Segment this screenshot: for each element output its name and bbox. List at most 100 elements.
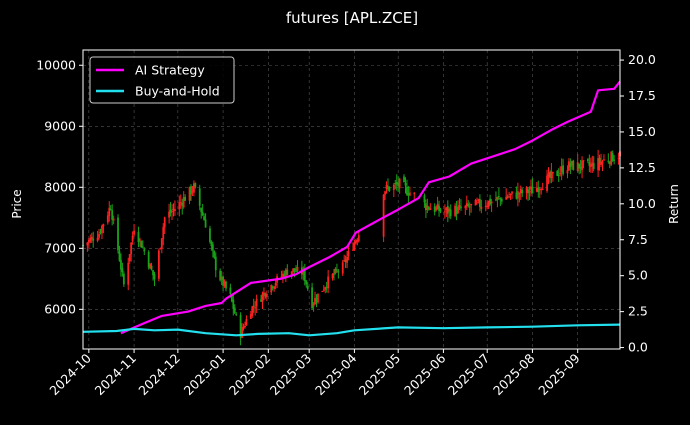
price-candle-body xyxy=(489,198,492,205)
price-candle-body xyxy=(546,175,548,191)
price-candle-body xyxy=(233,307,236,314)
price-candle-body xyxy=(600,161,602,166)
price-candle-body xyxy=(159,248,162,250)
price-candle-body xyxy=(388,186,391,191)
price-candle-body xyxy=(172,208,175,210)
price-candle-body xyxy=(211,244,214,251)
price-candle-body xyxy=(273,286,276,289)
price-candles xyxy=(82,142,621,346)
price-candle-body xyxy=(235,313,238,315)
price-candle-body xyxy=(337,271,340,273)
price-candle-body xyxy=(617,157,620,159)
price-candle-body xyxy=(486,205,489,208)
price-candle-body xyxy=(436,204,439,210)
price-candle-body xyxy=(245,318,248,326)
price-candle-body xyxy=(98,233,100,238)
price-candle-body xyxy=(521,190,524,194)
y-tick-label: 9000 xyxy=(44,118,76,133)
price-candle-body xyxy=(495,199,497,201)
price-candle-body xyxy=(531,186,534,194)
price-candle-body xyxy=(108,207,111,216)
y2-tick-label: 0.0 xyxy=(628,340,648,355)
price-candle-body xyxy=(592,163,595,169)
price-candle-body xyxy=(193,183,195,193)
price-candle-body xyxy=(203,216,206,221)
price-candle-body xyxy=(271,286,274,289)
price-candle-body xyxy=(511,191,513,194)
price-candle-body xyxy=(201,211,204,216)
price-candle-body xyxy=(102,224,105,227)
price-candle-body xyxy=(182,197,185,208)
price-candle-body xyxy=(314,297,316,305)
price-candle-body xyxy=(588,162,591,166)
price-candle-body xyxy=(518,193,521,195)
price-candle-body xyxy=(147,251,150,268)
price-candle-body xyxy=(89,238,92,242)
price-candle-body xyxy=(566,170,569,174)
price-candle-body xyxy=(325,287,328,289)
price-candle-body xyxy=(460,206,462,209)
price-candle-body xyxy=(305,280,308,285)
price-candle-body xyxy=(586,159,589,162)
price-candle-body xyxy=(392,184,395,191)
price-candle-body xyxy=(241,327,243,338)
price-candle-body xyxy=(455,206,458,214)
price-candle-body xyxy=(160,238,163,249)
y2-tick-label: 10.0 xyxy=(628,196,656,211)
price-candle-body xyxy=(354,240,357,244)
price-candle-body xyxy=(225,281,227,289)
price-candle-body xyxy=(121,268,124,272)
price-candle-body xyxy=(331,274,334,279)
price-candle-body xyxy=(296,266,299,271)
price-candle-body xyxy=(601,161,604,164)
price-candle-body xyxy=(210,241,213,247)
price-candle-body xyxy=(252,305,255,307)
price-candle-body xyxy=(334,268,337,274)
price-candle-body xyxy=(454,205,457,216)
price-candle-body xyxy=(578,163,581,169)
price-candle-body xyxy=(551,172,554,174)
price-candle-body xyxy=(282,273,284,277)
price-candle-body xyxy=(560,166,563,172)
price-candle-body xyxy=(569,163,572,167)
price-candle-body xyxy=(497,196,500,198)
price-candle-body xyxy=(445,207,448,211)
price-candle-body xyxy=(394,183,397,185)
return-lines xyxy=(82,80,621,337)
price-candle-body xyxy=(479,199,481,207)
price-candle-body xyxy=(589,164,592,167)
price-candle-body xyxy=(174,209,176,212)
price-candle-body xyxy=(229,287,232,294)
price-candle-body xyxy=(111,210,114,220)
price-candle-body xyxy=(219,270,222,281)
price-candle-body xyxy=(120,259,122,270)
price-candle-body xyxy=(439,209,442,212)
price-candle-body xyxy=(112,218,115,221)
price-candle-body xyxy=(598,157,601,164)
price-candle-body xyxy=(86,242,89,246)
price-candle-body xyxy=(141,246,144,248)
y2-tick-label: 2.5 xyxy=(628,304,648,319)
price-candle-body xyxy=(90,236,93,240)
y-tick-label: 7000 xyxy=(44,240,76,255)
price-candle-body xyxy=(446,205,449,214)
price-candle-body xyxy=(303,268,306,282)
price-candle-body xyxy=(200,207,203,213)
price-candle-body xyxy=(352,249,354,251)
price-candle-body xyxy=(423,195,426,203)
price-candle-body xyxy=(500,199,503,202)
price-candle-body xyxy=(140,241,143,248)
price-candle-body xyxy=(537,187,540,193)
price-candle-body xyxy=(465,202,468,207)
y-tick-label: 10000 xyxy=(36,57,76,72)
y2-tick-label: 5.0 xyxy=(628,268,648,283)
price-candle-body xyxy=(99,232,102,234)
price-candle-body xyxy=(540,189,543,191)
price-candle-body xyxy=(260,299,262,302)
price-candle-body xyxy=(222,276,224,286)
price-candle-body xyxy=(264,293,267,297)
price-candle-body xyxy=(128,254,131,262)
price-candle-body xyxy=(191,191,194,193)
price-candle-body xyxy=(230,294,233,302)
